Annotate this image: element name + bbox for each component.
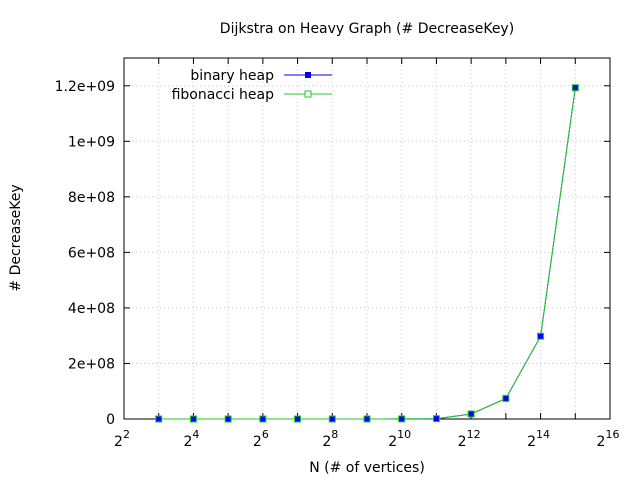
data-point [155,415,163,423]
data-point [329,415,336,422]
y-axis-label: # DecreaseKey [8,184,24,291]
series-group [155,84,579,423]
x-tick-labels: 22 24 26 28 210 212 214 216 [114,428,619,450]
data-point [572,84,579,91]
data-point [155,416,162,422]
series-line-1 [158,87,576,420]
data-point [433,415,440,422]
x-tick-label: 214 [527,428,550,450]
y-tick-label: 8e+08 [68,190,115,206]
data-point [294,416,301,422]
x-axis-label: N (# of vertices) [309,460,425,476]
data-point [363,415,371,423]
series-line-0 [158,87,576,420]
legend-label: binary heap [190,68,274,84]
data-point [328,415,336,423]
x-tick-label: 26 [253,428,269,450]
data-point [537,333,544,340]
data-point [225,416,232,422]
data-point [502,394,510,402]
x-tick-label: 24 [183,428,199,450]
legend-marker [305,72,311,78]
data-point [294,415,302,423]
grid-lines [124,58,610,419]
data-point [502,395,509,402]
data-point [189,415,197,423]
data-point [190,416,197,422]
data-point [468,411,475,418]
x-tick-label: 216 [597,428,620,450]
legend-marker [304,90,312,98]
data-point [432,415,440,423]
y-tick-label: 0 [106,412,115,428]
legend-label: fibonacci heap [172,87,275,103]
data-point [398,415,406,423]
y-tick-label: 1.2e+09 [55,79,115,95]
x-tick-label: 22 [114,428,130,450]
data-point [259,415,267,423]
y-tick-labels: 0 2e+08 4e+08 6e+08 8e+08 1e+09 1.2e+09 [55,79,115,428]
y-tick-label: 1e+09 [68,134,115,150]
legend: binary heap fibonacci heap [172,68,332,103]
chart-title: Dijkstra on Heavy Graph (# DecreaseKey) [220,21,514,37]
x-tick-label: 28 [322,428,338,450]
x-tick-label: 212 [458,428,481,450]
y-tick-label: 2e+08 [68,356,115,372]
data-point [398,415,405,422]
data-point [364,415,370,422]
data-point [571,84,579,92]
data-point [259,416,266,422]
data-point [224,415,232,423]
y-tick-label: 4e+08 [68,301,115,317]
y-tick-label: 6e+08 [68,245,115,261]
x-tick-label: 210 [388,428,411,450]
data-point [537,332,545,340]
data-point [467,410,475,418]
